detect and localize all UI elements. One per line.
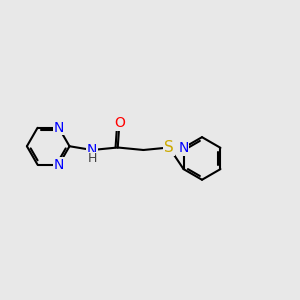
Text: N: N [54,121,64,135]
Text: N: N [87,143,97,157]
Text: H: H [87,152,97,165]
Text: S: S [164,140,174,155]
Text: N: N [54,158,64,172]
Text: N: N [178,141,189,155]
Text: O: O [114,116,125,130]
